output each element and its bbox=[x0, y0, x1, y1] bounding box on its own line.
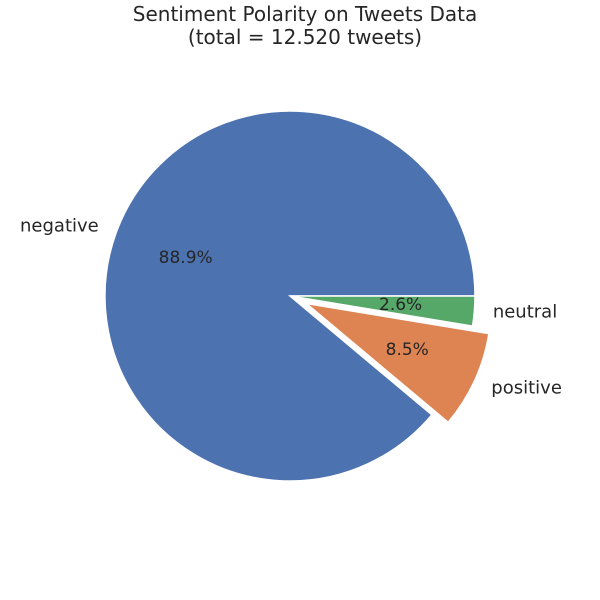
slice-percent-positive: 8.5% bbox=[386, 340, 429, 360]
chart-title: Sentiment Polarity on Tweets Data bbox=[133, 2, 477, 26]
pie-slice-positive bbox=[303, 302, 490, 424]
slice-label-positive: positive bbox=[491, 377, 562, 398]
pie-slices bbox=[104, 110, 490, 482]
slice-label-neutral: neutral bbox=[493, 302, 557, 323]
slice-percent-negative: 88.9% bbox=[159, 248, 213, 268]
slice-percent-neutral: 2.6% bbox=[379, 295, 422, 315]
chart-subtitle: (total = 12.520 tweets) bbox=[188, 25, 422, 49]
pie-slice-neutral bbox=[289, 295, 476, 327]
pie-labels: negative 88.9% positive 8.5% neutral 2.6% bbox=[20, 215, 562, 398]
slice-label-negative: negative bbox=[20, 215, 99, 236]
